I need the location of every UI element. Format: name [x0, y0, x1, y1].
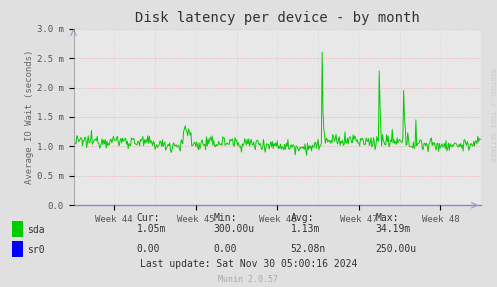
Text: Avg:: Avg: — [291, 213, 314, 223]
Text: 1.05m: 1.05m — [137, 224, 166, 234]
Text: 300.00u: 300.00u — [214, 224, 255, 234]
Text: Cur:: Cur: — [137, 213, 160, 223]
Text: 0.00: 0.00 — [214, 244, 237, 254]
Text: Max:: Max: — [375, 213, 399, 223]
Text: sr0: sr0 — [27, 245, 45, 255]
Text: 250.00u: 250.00u — [375, 244, 416, 254]
Text: Munin 2.0.57: Munin 2.0.57 — [219, 275, 278, 284]
Text: 52.08n: 52.08n — [291, 244, 326, 254]
Text: RRDTOOL / TOBI OETIKER: RRDTOOL / TOBI OETIKER — [489, 68, 495, 162]
Y-axis label: Average IO Wait (seconds): Average IO Wait (seconds) — [25, 50, 34, 184]
Text: sda: sda — [27, 225, 45, 235]
Title: Disk latency per device - by month: Disk latency per device - by month — [135, 11, 419, 25]
Text: 1.13m: 1.13m — [291, 224, 320, 234]
Text: 0.00: 0.00 — [137, 244, 160, 254]
Text: Last update: Sat Nov 30 05:00:16 2024: Last update: Sat Nov 30 05:00:16 2024 — [140, 259, 357, 269]
Text: Min:: Min: — [214, 213, 237, 223]
Text: 34.19m: 34.19m — [375, 224, 411, 234]
